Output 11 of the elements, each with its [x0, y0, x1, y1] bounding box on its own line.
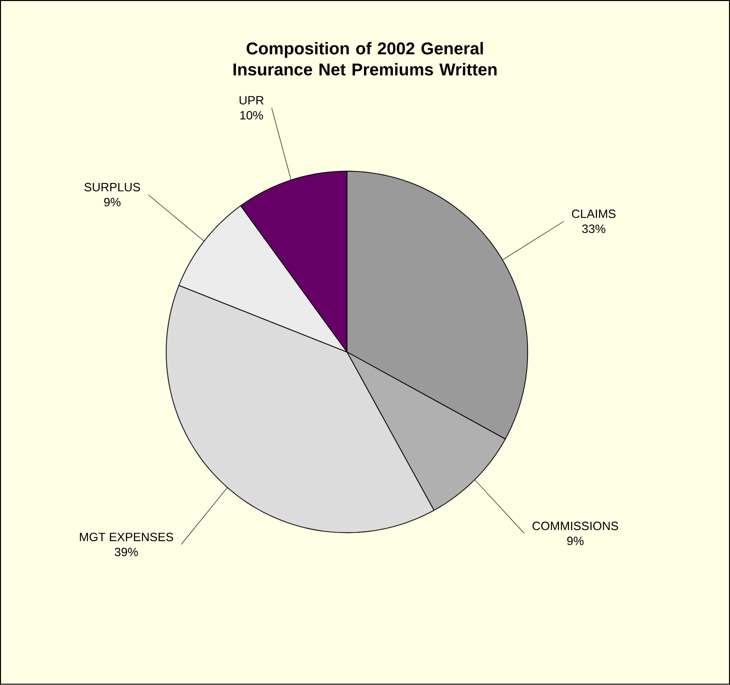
chart-title: Composition of 2002 General Insurance Net Premiums Written [234, 42, 497, 76]
data-label: 10% [240, 111, 263, 120]
data-label: 33% [582, 224, 606, 234]
data-label: 9% [104, 198, 120, 206]
slice-label: SURPLUS [84, 182, 140, 192]
data-label: 9% [567, 536, 584, 546]
slice-label: COMMISSIONS [532, 522, 618, 530]
slice-label: CLAIMS [572, 210, 616, 218]
slice-label: MGT EXPENSES [80, 532, 174, 542]
slice-label: UPR [240, 96, 264, 105]
data-label: 39% [114, 548, 138, 556]
